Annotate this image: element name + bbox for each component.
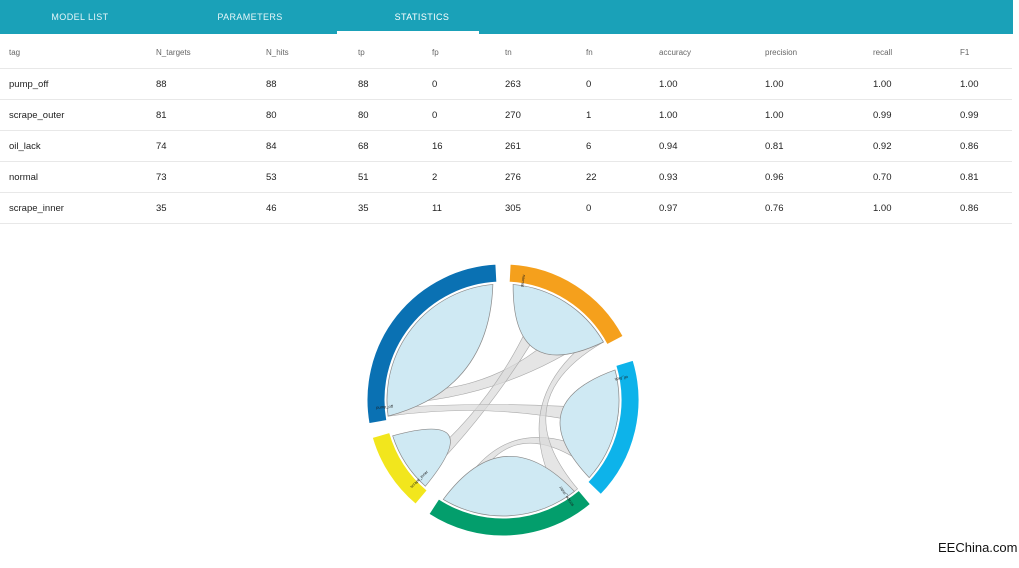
- table-header-row: tag N_targets N_hits tp fp tn fn accurac…: [0, 37, 1012, 69]
- column-header[interactable]: tn: [496, 37, 577, 69]
- table-row[interactable]: pump_off 88 88 88 0 263 0 1.00 1.00 1.00 1.00: [0, 68, 1012, 100]
- value-cell: 88: [147, 68, 257, 100]
- column-header[interactable]: N_hits: [257, 37, 349, 69]
- chord-segment-scrape_outer: [428, 489, 592, 537]
- value-cell: 0.81: [756, 130, 864, 162]
- self-chord: [386, 284, 494, 417]
- tag-cell: scrape_outer: [0, 99, 147, 131]
- table-row[interactable]: scrape_outer 81 80 80 0 270 1 1.00 1.00 0.99 0.99: [0, 99, 1012, 131]
- tag-cell: normal: [0, 161, 147, 193]
- value-cell: 263: [496, 68, 577, 100]
- value-cell: 80: [349, 99, 423, 131]
- value-cell: 0.99: [951, 99, 1012, 131]
- value-cell: 0.70: [864, 161, 951, 193]
- tab-statistics[interactable]: STATISTICS: [394, 12, 450, 22]
- self-chord: [392, 428, 451, 487]
- column-header[interactable]: F1: [951, 37, 1012, 69]
- tag-cell: scrape_inner: [0, 192, 147, 224]
- active-tab-indicator: [337, 31, 479, 34]
- column-header[interactable]: fn: [577, 37, 650, 69]
- tab-parameters[interactable]: PARAMETERS: [217, 12, 283, 22]
- value-cell: 0: [423, 68, 496, 100]
- value-cell: 2: [423, 161, 496, 193]
- value-cell: 35: [147, 192, 257, 224]
- column-header[interactable]: tp: [349, 37, 423, 69]
- value-cell: 0.86: [951, 130, 1012, 162]
- value-cell: 0.86: [951, 192, 1012, 224]
- value-cell: 1.00: [951, 68, 1012, 100]
- chord-segment-normal: [508, 263, 624, 346]
- column-header[interactable]: N_targets: [147, 37, 257, 69]
- value-cell: 0: [577, 192, 650, 224]
- value-cell: 0.76: [756, 192, 864, 224]
- chord-diagram-svg: normaloil_lackscrape_outerscrape_innerpu…: [366, 263, 640, 537]
- value-cell: 261: [496, 130, 577, 162]
- value-cell: 0: [577, 68, 650, 100]
- chord-segment-label: oil_lack: [614, 375, 628, 382]
- statistics-table: tag N_targets N_hits tp fp tn fn accurac…: [0, 37, 1012, 224]
- top-tab-bar: MODEL LIST PARAMETERS STATISTICS: [0, 0, 1013, 34]
- value-cell: 68: [349, 130, 423, 162]
- value-cell: 1.00: [756, 99, 864, 131]
- chord-diagram: normal oil_lack scrape_outer scrape_inner pu…: [340, 245, 670, 563]
- value-cell: 0.96: [756, 161, 864, 193]
- chord-segment-pump_off: [366, 263, 498, 425]
- value-cell: 1: [577, 99, 650, 131]
- chord-segment-scrape_inner: [371, 431, 428, 505]
- value-cell: 276: [496, 161, 577, 193]
- value-cell: 1.00: [864, 192, 951, 224]
- value-cell: 80: [257, 99, 349, 131]
- cross-chord: [538, 333, 604, 501]
- value-cell: 51: [349, 161, 423, 193]
- value-cell: 0.81: [951, 161, 1012, 193]
- value-cell: 270: [496, 99, 577, 131]
- table-row[interactable]: scrape_inner 35 46 35 11 305 0 0.97 0.76 1.00 0.86: [0, 192, 1012, 224]
- value-cell: 16: [423, 130, 496, 162]
- value-cell: 1.00: [756, 68, 864, 100]
- value-cell: 53: [257, 161, 349, 193]
- value-cell: 74: [147, 130, 257, 162]
- column-header[interactable]: fp: [423, 37, 496, 69]
- table-row[interactable]: oil_lack 74 84 68 16 261 6 0.94 0.81 0.92 0.86: [0, 130, 1012, 162]
- value-cell: 6: [577, 130, 650, 162]
- tab-model-list[interactable]: MODEL LIST: [51, 12, 109, 22]
- value-cell: 35: [349, 192, 423, 224]
- column-header[interactable]: precision: [756, 37, 864, 69]
- value-cell: 0: [423, 99, 496, 131]
- self-chord: [512, 284, 604, 356]
- self-chord: [559, 369, 620, 479]
- self-chord: [442, 456, 575, 517]
- value-cell: 1.00: [864, 68, 951, 100]
- watermark: EEChina.com: [938, 540, 1018, 555]
- value-cell: 0.99: [864, 99, 951, 131]
- chord-segment-label: normal: [520, 274, 527, 287]
- value-cell: 1.00: [650, 68, 756, 100]
- value-cell: 81: [147, 99, 257, 131]
- value-cell: 84: [257, 130, 349, 162]
- value-cell: 46: [257, 192, 349, 224]
- value-cell: 0.92: [864, 130, 951, 162]
- value-cell: 1.00: [650, 99, 756, 131]
- value-cell: 0.93: [650, 161, 756, 193]
- value-cell: 88: [349, 68, 423, 100]
- chord-segment-label: pump_off: [376, 404, 394, 410]
- column-header[interactable]: recall: [864, 37, 951, 69]
- value-cell: 11: [423, 192, 496, 224]
- value-cell: 73: [147, 161, 257, 193]
- value-cell: 88: [257, 68, 349, 100]
- value-cell: 305: [496, 192, 577, 224]
- column-header[interactable]: accuracy: [650, 37, 756, 69]
- tag-cell: oil_lack: [0, 130, 147, 162]
- chord-segment-oil_lack: [587, 359, 640, 496]
- value-cell: 0.97: [650, 192, 756, 224]
- table-row[interactable]: normal 73 53 51 2 276 22 0.93 0.96 0.70 0.81: [0, 161, 1012, 193]
- tag-cell: pump_off: [0, 68, 147, 100]
- value-cell: 0.94: [650, 130, 756, 162]
- value-cell: 22: [577, 161, 650, 193]
- column-header[interactable]: tag: [0, 37, 147, 69]
